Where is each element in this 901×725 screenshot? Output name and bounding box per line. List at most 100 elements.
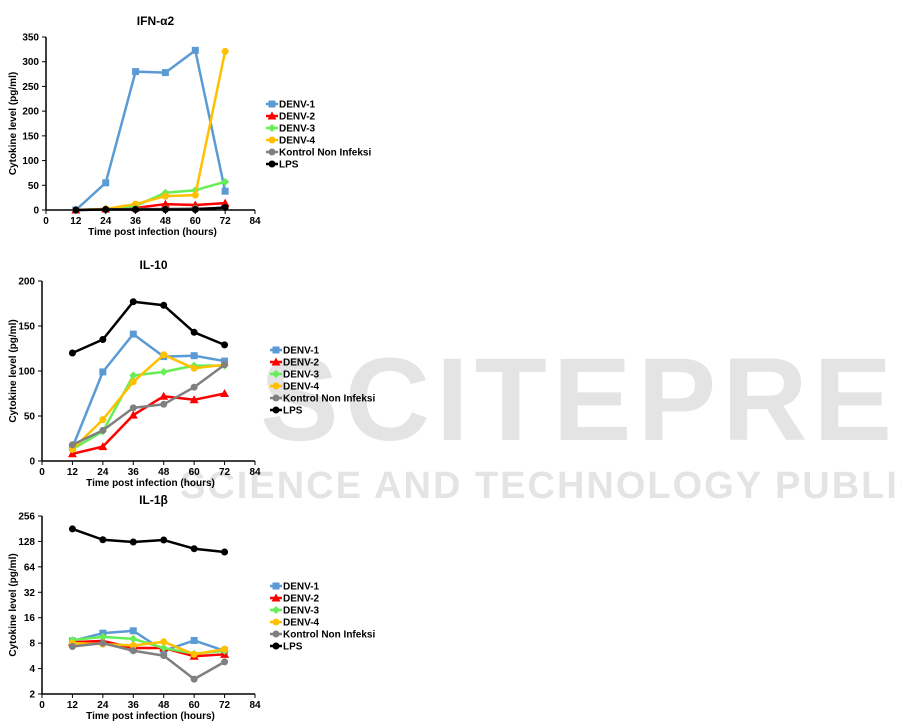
c1-line-denv-1 bbox=[71, 332, 225, 448]
c2-point-kontrol-non-infeksi-48 bbox=[160, 652, 168, 660]
c1-point-kontrol-non-infeksi-48 bbox=[160, 400, 168, 408]
c1-legend-marker-denv-1 bbox=[272, 346, 280, 354]
c1-xtick-label-24: 24 bbox=[97, 467, 109, 478]
c0-ytick-label-200: 200 bbox=[22, 107, 39, 118]
c2-ytick-label-128: 128 bbox=[18, 537, 35, 548]
c2-point-denv-1-36 bbox=[129, 627, 137, 635]
c2-ytick-label-64: 64 bbox=[24, 562, 36, 573]
c1-point-denv-1-24 bbox=[99, 368, 107, 376]
c1-point-kontrol-non-infeksi-12 bbox=[68, 441, 76, 449]
c1-ytick-label-200: 200 bbox=[18, 277, 35, 288]
c1-ytick-label-100: 100 bbox=[18, 367, 35, 378]
c1-point-lps-24 bbox=[99, 336, 107, 343]
c1-point-lps-60 bbox=[190, 328, 198, 336]
c1-xlabel: Time post infection (hours) bbox=[86, 478, 215, 489]
c0-xtick-label-24: 24 bbox=[100, 216, 112, 227]
c0-xtick-label-48: 48 bbox=[160, 216, 172, 227]
c1-line-lps bbox=[71, 300, 226, 355]
c0-legend-label-denv-4: DENV-4 bbox=[279, 136, 316, 147]
c0-point-denv-2-48 bbox=[160, 199, 170, 208]
c0-point-denv-1-36 bbox=[132, 68, 140, 76]
c0-ytick-label-300: 300 bbox=[22, 57, 39, 68]
c1-point-lps-48 bbox=[160, 301, 168, 309]
c1-point-denv-1-60 bbox=[190, 352, 198, 360]
c1-point-denv-3-36 bbox=[129, 371, 138, 380]
c2-point-lps-12 bbox=[68, 525, 76, 533]
c1-point-denv-4-24 bbox=[99, 416, 107, 424]
c2-legend-label-denv-3: DENV-3 bbox=[283, 606, 320, 617]
c1-point-lps-12 bbox=[68, 349, 76, 357]
c0-point-lps-72 bbox=[221, 204, 229, 212]
c0-legend-label-lps: LPS bbox=[279, 160, 299, 171]
c0-xlabel: Time post infection (hours) bbox=[88, 227, 217, 238]
c2-point-kontrol-non-infeksi-36 bbox=[129, 647, 137, 655]
c0-point-lps-48 bbox=[161, 206, 169, 214]
c1-point-denv-2-48 bbox=[159, 391, 169, 400]
c2-xtick-label-12: 12 bbox=[67, 700, 79, 711]
c0-point-denv-1-24 bbox=[102, 179, 110, 187]
c2-legend-label-lps: LPS bbox=[283, 642, 303, 653]
c2-point-kontrol-non-infeksi-72 bbox=[221, 658, 229, 666]
c0-ytick-label-100: 100 bbox=[22, 156, 39, 167]
c1-point-denv-2-24 bbox=[98, 442, 108, 451]
c2-point-kontrol-non-infeksi-60 bbox=[190, 675, 198, 683]
c2-xtick-label-84: 84 bbox=[249, 700, 261, 711]
c2-legend-marker-kontrol-non-infeksi bbox=[272, 630, 280, 638]
c0-point-lps-36 bbox=[132, 206, 140, 214]
chart-ifn-alpha2: IFN-α2 0 50 100 150 200 250 300 350 0 12 24 36 48 60 72… bbox=[8, 14, 371, 238]
c0-legend-marker-denv-3 bbox=[268, 124, 276, 132]
c0-line-lps bbox=[75, 206, 226, 212]
c1-point-denv-1-72 bbox=[221, 357, 229, 365]
c1-legend-marker-denv-3 bbox=[272, 370, 280, 378]
c2-line-lps bbox=[72, 527, 225, 554]
c0-legend-marker-denv-1 bbox=[268, 100, 276, 108]
c1-point-kontrol-non-infeksi-72 bbox=[221, 361, 229, 369]
c1-line-denv-2 bbox=[72, 392, 225, 456]
c0-legend-marker-kontrol-non-infeksi bbox=[268, 148, 276, 156]
c2-xlabel: Time post infection (hours) bbox=[86, 711, 215, 722]
c1-point-denv-4-36 bbox=[129, 378, 137, 386]
c2-ytick-label-32: 32 bbox=[24, 588, 36, 599]
c2-point-denv-3-48 bbox=[159, 644, 168, 653]
c0-legend-label-denv-1: DENV-1 bbox=[279, 100, 316, 111]
c2-point-kontrol-non-infeksi-12 bbox=[68, 643, 76, 651]
c2-ytick-label-16: 16 bbox=[24, 613, 36, 624]
watermark-sub: SCIENCE AND TECHNOLOGY PUBLICATIONS bbox=[180, 465, 901, 507]
c1-line-denv-4 bbox=[71, 353, 225, 451]
c1-point-kontrol-non-infeksi-36 bbox=[129, 404, 137, 412]
c1-ytick-label-150: 150 bbox=[18, 322, 35, 333]
c0-point-denv-2-72 bbox=[220, 198, 230, 207]
c2-legend-label-denv-1: DENV-1 bbox=[283, 582, 320, 593]
watermark-main: SCITEPRESS bbox=[260, 334, 901, 466]
c2-point-denv-4-36 bbox=[129, 642, 137, 650]
c1-point-denv-4-48 bbox=[160, 351, 168, 359]
c2-legend-label-denv-4: DENV-4 bbox=[283, 618, 320, 629]
c2-legend-marker-denv-4 bbox=[272, 618, 280, 626]
c2-legend-marker-lps bbox=[272, 642, 280, 650]
c2-point-denv-3-24 bbox=[98, 632, 107, 641]
c0-point-denv-1-60 bbox=[191, 46, 199, 54]
c2-line-kontrol-non-infeksi bbox=[72, 641, 226, 681]
c1-legend-marker-denv-4 bbox=[272, 382, 280, 390]
c1-title: IL-10 bbox=[139, 258, 167, 272]
c1-line-kontrol-non-infeksi bbox=[71, 363, 226, 446]
c0-point-denv-1-72 bbox=[221, 187, 229, 195]
c0-point-denv-4-72 bbox=[221, 47, 229, 55]
chart-il-10: IL-10 0 50 100 150 200 0 12 24 36 48 60 72 84 Time pos… bbox=[8, 258, 375, 489]
c0-point-denv-1-48 bbox=[161, 69, 169, 77]
c0-ytick-label-50: 50 bbox=[28, 181, 40, 192]
c1-legend-label-lps: LPS bbox=[283, 406, 303, 417]
c1-legend-label-kontrol-non-infeksi: Kontrol Non Infeksi bbox=[283, 394, 375, 405]
c0-ylabel: Cytokine level (pg/ml) bbox=[8, 72, 19, 175]
c2-xtick-label-48: 48 bbox=[158, 700, 170, 711]
c0-point-denv-4-48 bbox=[161, 192, 169, 200]
c0-legend-label-kontrol-non-infeksi: Kontrol Non Infeksi bbox=[279, 148, 371, 159]
c1-xtick-label-36: 36 bbox=[128, 467, 140, 478]
c1-legend-marker-kontrol-non-infeksi bbox=[272, 394, 280, 402]
c2-point-denv-4-48 bbox=[160, 638, 168, 646]
c1-xtick-label-0: 0 bbox=[39, 467, 45, 478]
c2-point-lps-36 bbox=[129, 538, 137, 546]
c1-legend-label-denv-4: DENV-4 bbox=[283, 382, 320, 393]
